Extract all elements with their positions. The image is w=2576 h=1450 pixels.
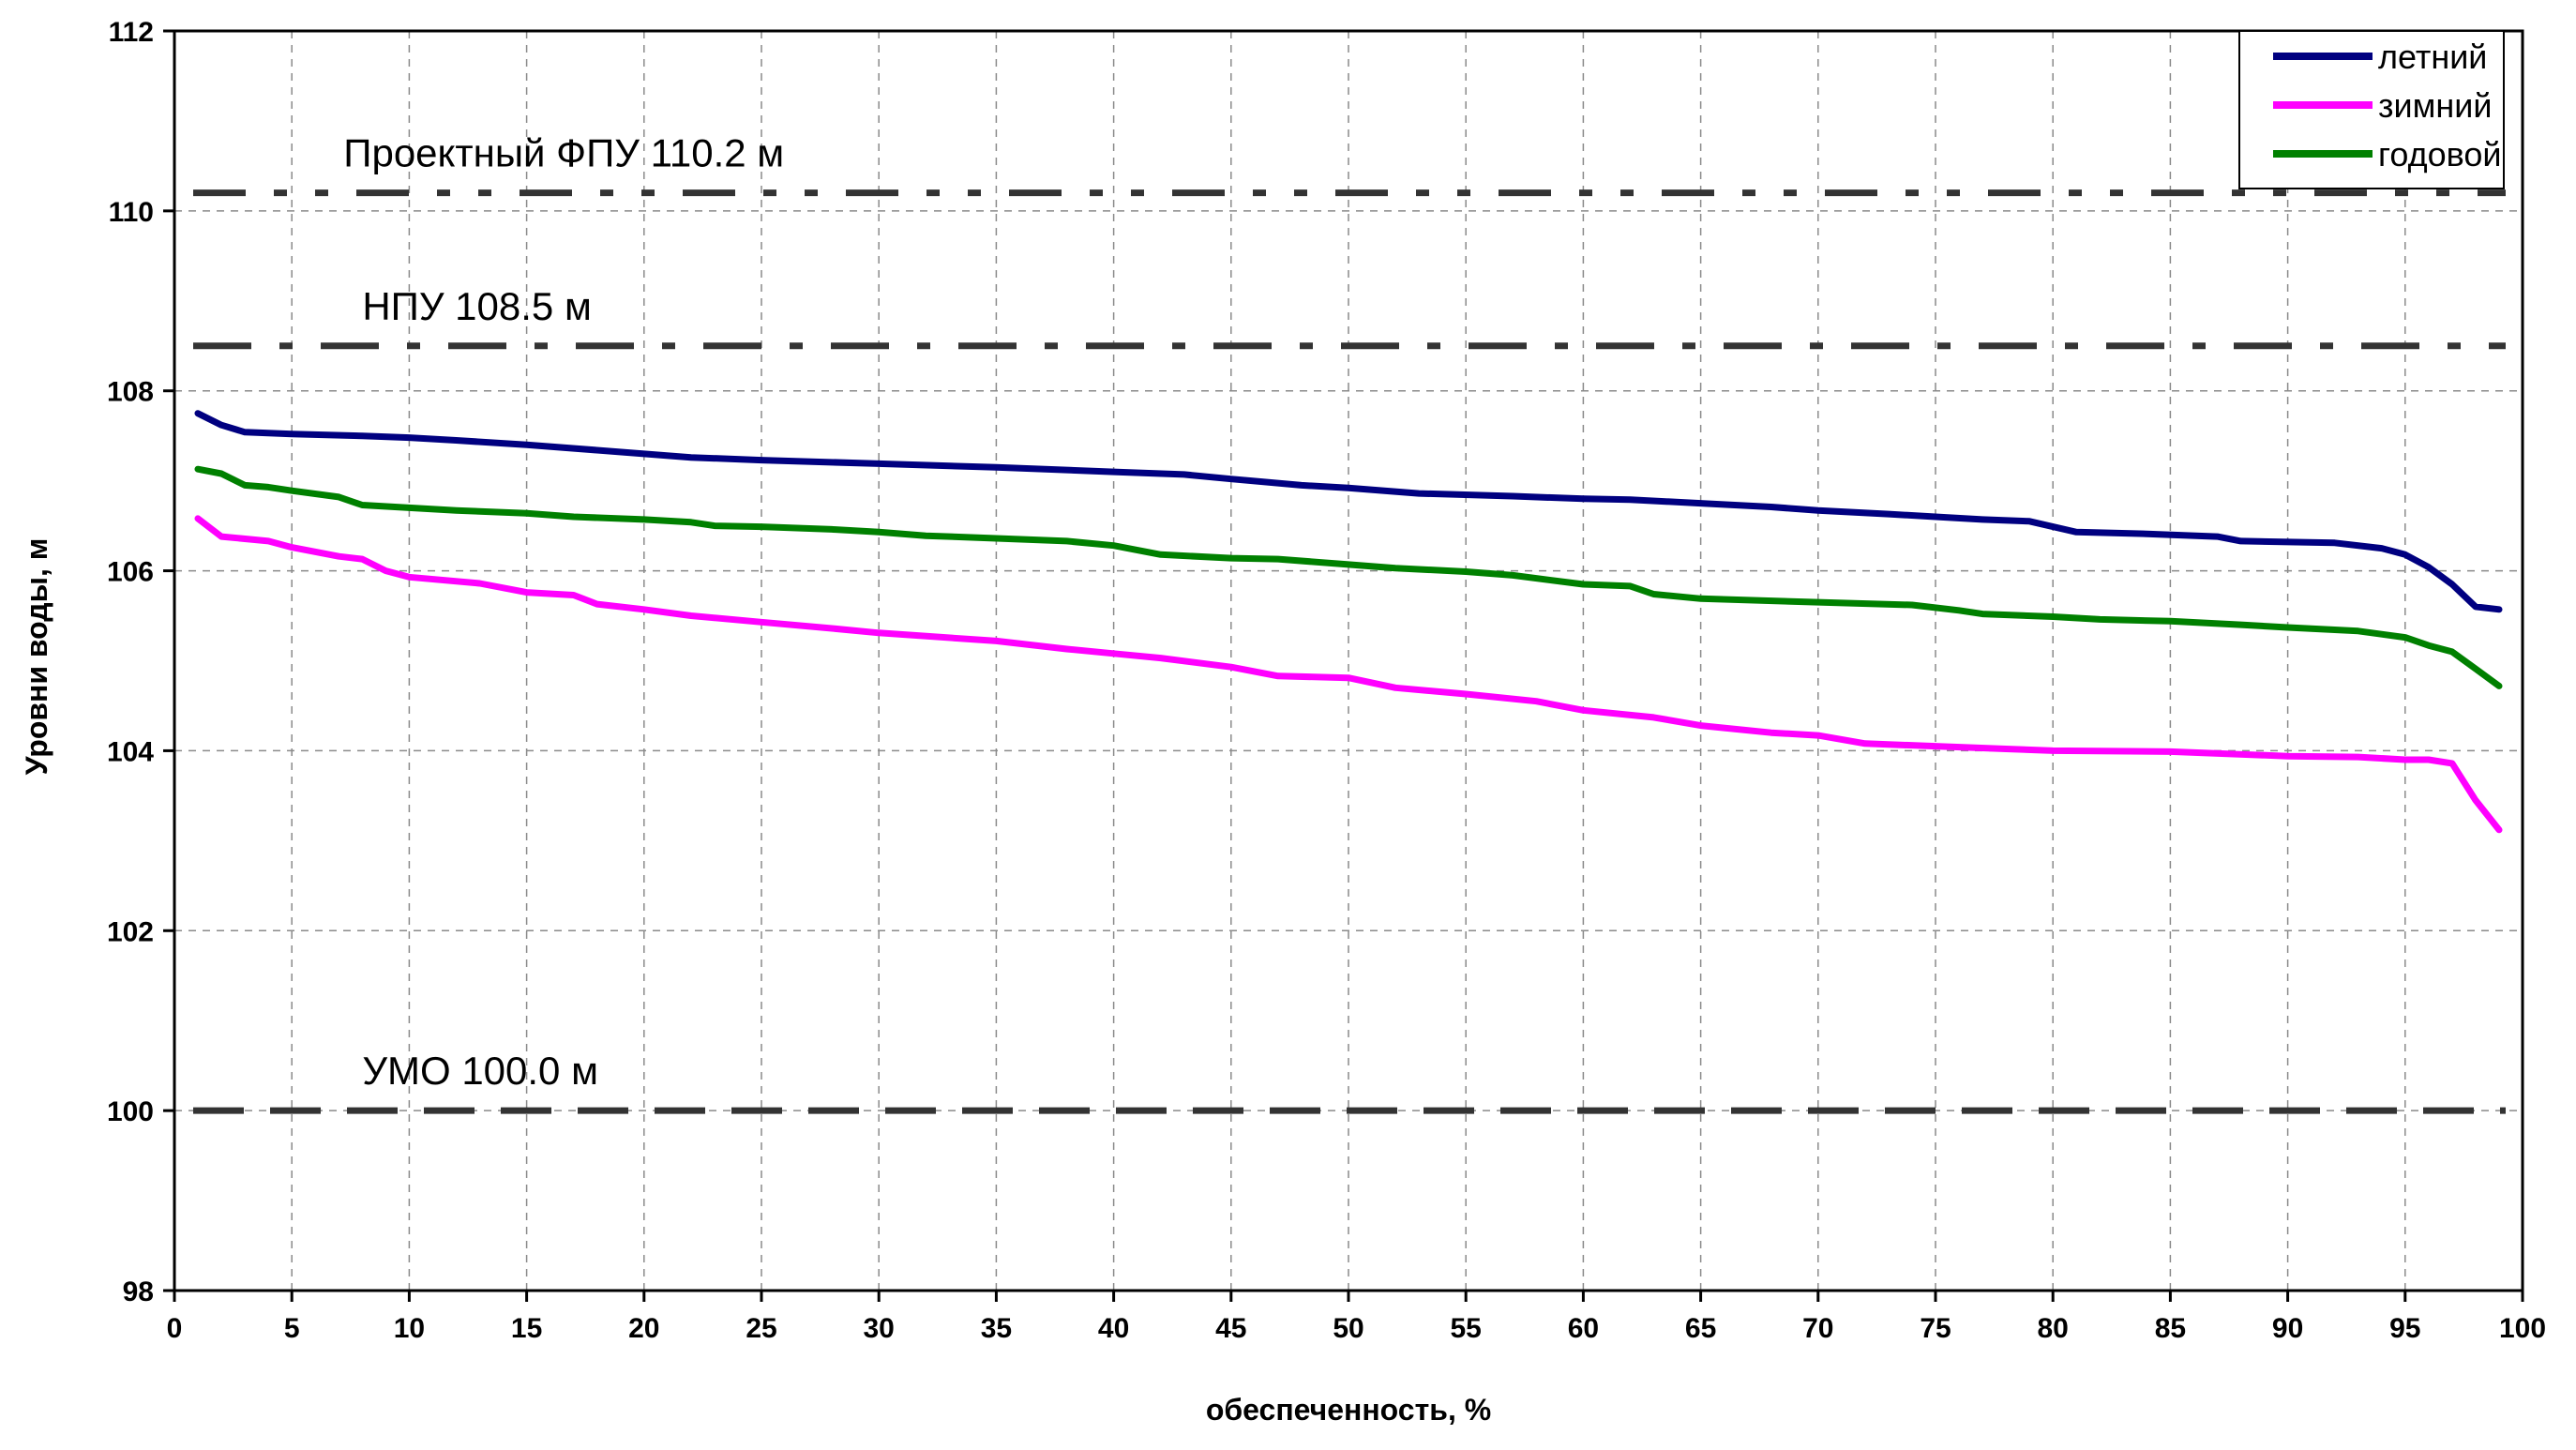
- x-tick-label: 90: [2272, 1313, 2303, 1344]
- x-axis-title: обеспеченность, %: [1206, 1393, 1491, 1427]
- y-axis-title: Уровни воды, м: [20, 538, 53, 776]
- x-tick-label: 40: [1098, 1313, 1129, 1344]
- series-line-годовой: [194, 465, 2503, 689]
- y-tick-label: 108: [107, 377, 154, 408]
- x-tick-label: 55: [1451, 1313, 1482, 1344]
- y-tick-label: 112: [109, 17, 154, 48]
- x-tick-label: 75: [1920, 1313, 1951, 1344]
- x-axis: 0 5 10 15 20 25 30 35 40 45 50 55 60 65 70 75 80 85 90 95 10…: [167, 1291, 2546, 1344]
- y-tick-label: 102: [107, 916, 154, 947]
- y-tick-label: 106: [107, 557, 154, 588]
- reference-lines: Проектный ФПУ 110.2 м НПУ 108.5 м УМО 100.…: [193, 131, 2506, 1114]
- reference-line-label: Проектный ФПУ 110.2 м: [343, 131, 784, 175]
- x-tick-label: 5: [284, 1313, 300, 1344]
- x-tick-label: 50: [1333, 1313, 1363, 1344]
- x-tick-label: 70: [1802, 1313, 1833, 1344]
- x-tick-label: 0: [167, 1313, 183, 1344]
- x-tick-label: 80: [2038, 1313, 2069, 1344]
- reference-line-label: УМО 100.0 м: [362, 1049, 598, 1093]
- series-line-летний: [194, 410, 2503, 613]
- reference-line-label: НПУ 108.5 м: [362, 284, 592, 328]
- x-tick-label: 45: [1215, 1313, 1246, 1344]
- x-tick-label: 35: [981, 1313, 1012, 1344]
- x-tick-label: 10: [394, 1313, 425, 1344]
- x-tick-label: 95: [2389, 1313, 2420, 1344]
- legend-label: зимний: [2378, 86, 2492, 125]
- y-tick-label: 110: [109, 197, 154, 228]
- x-tick-label: 25: [746, 1313, 776, 1344]
- y-tick-label: 104: [107, 736, 154, 767]
- legend-label: летний: [2378, 38, 2487, 76]
- x-tick-label: 85: [2155, 1313, 2186, 1344]
- y-tick-label: 100: [107, 1096, 154, 1127]
- legend-label: годовой: [2378, 135, 2501, 174]
- series-layer: [194, 410, 2503, 834]
- x-tick-label: 60: [1568, 1313, 1599, 1344]
- y-axis: 98 100 102 104 106 108 110 112: [107, 17, 174, 1307]
- legend: летний зимний годовой: [2238, 30, 2505, 189]
- x-tick-label: 100: [2499, 1313, 2546, 1344]
- y-tick-label: 98: [123, 1276, 154, 1307]
- x-tick-label: 65: [1685, 1313, 1716, 1344]
- x-tick-label: 15: [511, 1313, 542, 1344]
- x-tick-label: 30: [864, 1313, 895, 1344]
- series-line-зимний: [194, 515, 2503, 834]
- x-tick-label: 20: [628, 1313, 659, 1344]
